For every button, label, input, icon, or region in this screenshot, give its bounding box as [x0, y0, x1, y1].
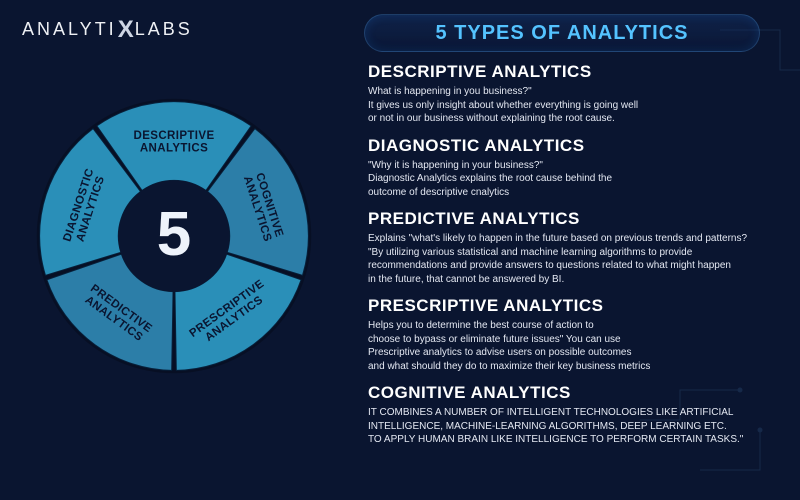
- logo-text-post: LABS: [135, 19, 193, 39]
- section-diagnostic: DIAGNOSTIC ANALYTICS "Why it is happenin…: [368, 136, 774, 200]
- section-body: What is happening in you business?" It g…: [368, 85, 774, 126]
- section-heading: COGNITIVE ANALYTICS: [368, 383, 774, 403]
- types-donut-chart: DESCRIPTIVEANALYTICSCOGNITIVEANALYTICSPR…: [30, 92, 318, 380]
- section-body: Helps you to determine the best course o…: [368, 319, 774, 373]
- logo-text-pre: ANALYTI: [22, 19, 117, 39]
- section-heading: PRESCRIPTIVE ANALYTICS: [368, 296, 774, 316]
- section-cognitive: COGNITIVE ANALYTICS IT COMBINES A NUMBER…: [368, 383, 774, 447]
- brand-logo: ANALYTIXLABS: [22, 16, 193, 44]
- section-predictive: PREDICTIVE ANALYTICS Explains "what's li…: [368, 209, 774, 286]
- section-body: Explains "what's likely to happen in the…: [368, 232, 774, 286]
- donut-segment-label: DESCRIPTIVEANALYTICS: [133, 130, 214, 154]
- section-descriptive: DESCRIPTIVE ANALYTICS What is happening …: [368, 62, 774, 126]
- donut-center-number: 5: [157, 199, 191, 270]
- section-heading: DESCRIPTIVE ANALYTICS: [368, 62, 774, 82]
- page-title: 5 TYPES OF ANALYTICS: [435, 22, 688, 45]
- sections-column: DESCRIPTIVE ANALYTICS What is happening …: [368, 62, 774, 486]
- section-heading: PREDICTIVE ANALYTICS: [368, 209, 774, 229]
- section-body: IT COMBINES A NUMBER OF INTELLIGENT TECH…: [368, 406, 774, 447]
- logo-letter-x: X: [117, 16, 135, 43]
- section-prescriptive: PRESCRIPTIVE ANALYTICS Helps you to dete…: [368, 296, 774, 373]
- section-body: "Why it is happening in your business?" …: [368, 159, 774, 200]
- section-heading: DIAGNOSTIC ANALYTICS: [368, 136, 774, 156]
- page-title-pill: 5 TYPES OF ANALYTICS: [364, 14, 760, 52]
